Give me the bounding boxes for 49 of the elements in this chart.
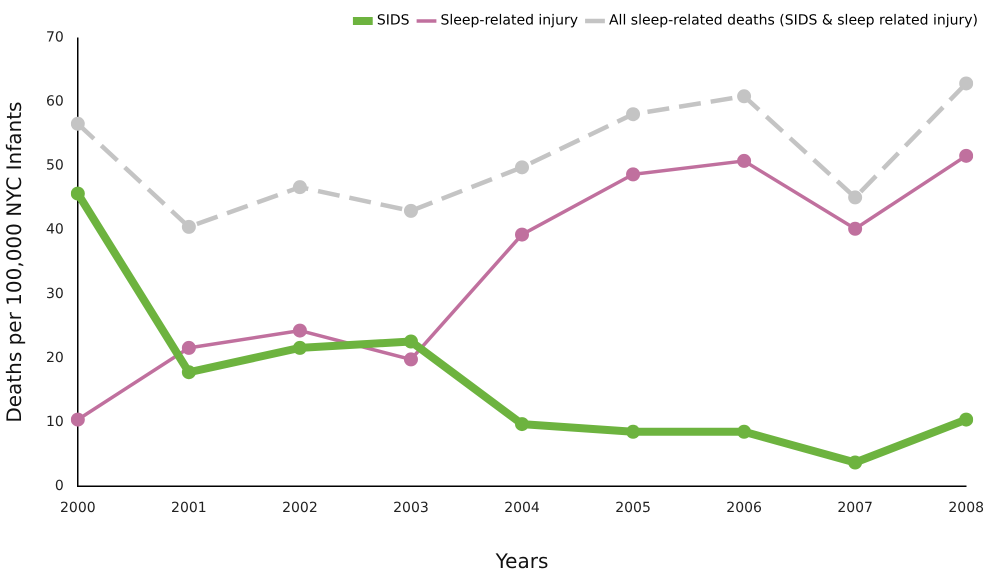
- point: [182, 365, 196, 380]
- point: [515, 160, 529, 174]
- x-tick-label: 2000: [60, 500, 96, 516]
- point: [848, 456, 862, 470]
- point: [515, 228, 529, 242]
- y-tick-label: 0: [54, 478, 64, 494]
- point: [70, 412, 85, 427]
- point: [959, 148, 974, 163]
- point: [182, 220, 196, 234]
- y-tick-label: 60: [46, 94, 64, 110]
- point: [959, 412, 974, 427]
- y-tick-label: 20: [46, 350, 64, 366]
- point: [626, 107, 640, 122]
- point: [292, 324, 307, 338]
- x-tick-label: 2004: [504, 500, 540, 516]
- x-tick-label: 2005: [615, 500, 651, 516]
- point: [404, 334, 418, 348]
- point: [292, 340, 307, 355]
- point: [626, 167, 640, 182]
- y-tick-label: 70: [46, 30, 64, 46]
- y-tick-label: 30: [46, 286, 64, 302]
- legend-label: SIDS: [376, 12, 410, 29]
- x-tick-label: 2003: [393, 500, 429, 516]
- point: [737, 89, 752, 104]
- point: [404, 204, 418, 218]
- point: [626, 424, 640, 439]
- y-tick-label: 50: [46, 158, 64, 174]
- y-tick-label: 10: [46, 414, 64, 430]
- legend-label: All sleep-related deaths (SIDS & sleep related injury): [608, 12, 978, 29]
- x-tick-label: 2002: [282, 500, 318, 516]
- x-tick-label: 2008: [948, 500, 984, 516]
- y-tick-label: 40: [46, 222, 64, 238]
- point: [404, 352, 418, 366]
- point: [292, 180, 307, 194]
- point: [182, 340, 196, 355]
- point: [848, 190, 862, 204]
- point: [70, 116, 85, 131]
- point: [515, 417, 529, 432]
- x-tick-label: 2006: [726, 500, 762, 516]
- point: [737, 424, 752, 439]
- point: [959, 76, 974, 90]
- point: [70, 186, 85, 201]
- x-tick-label: 2001: [171, 500, 207, 516]
- x-axis-title: Years: [494, 549, 548, 574]
- point: [737, 154, 752, 168]
- x-tick-label: 2007: [837, 500, 873, 516]
- y-axis-title: Deaths per 100,000 NYC Infants: [2, 102, 26, 423]
- legend-label: Sleep-related injury: [440, 12, 578, 29]
- point: [848, 222, 862, 236]
